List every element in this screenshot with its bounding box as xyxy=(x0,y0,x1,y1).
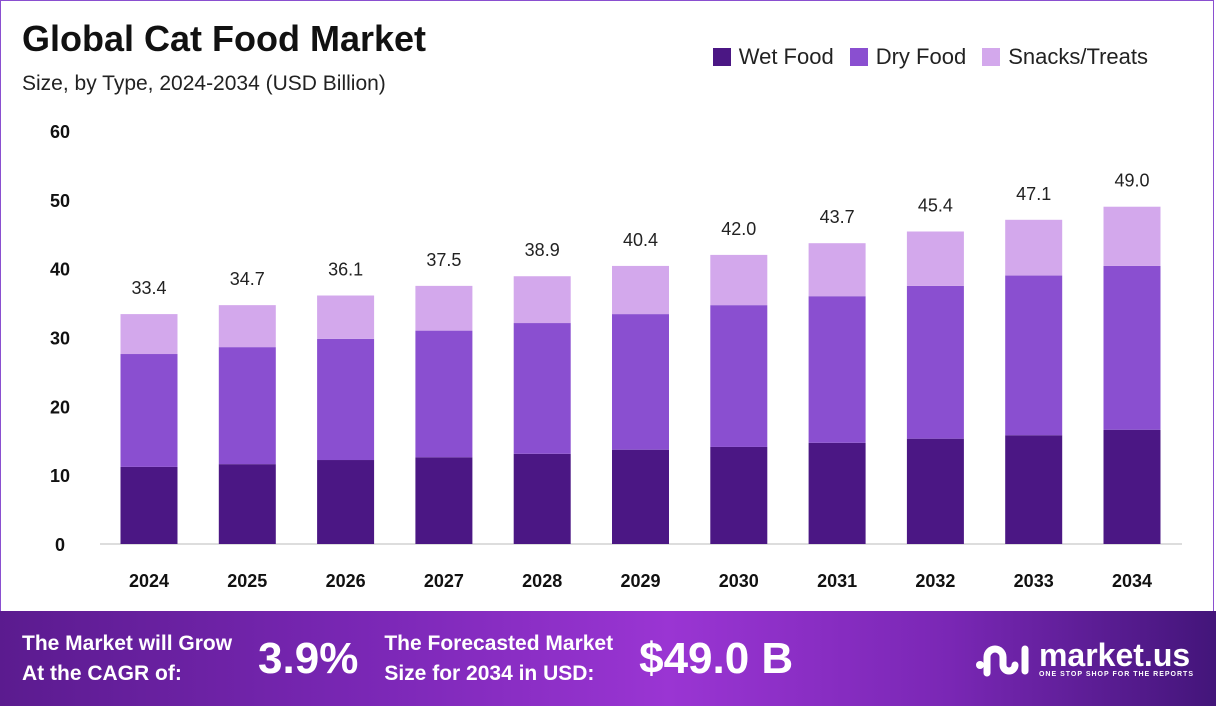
bar-dry-food-2027 xyxy=(415,330,473,458)
y-tick-label: 40 xyxy=(50,260,70,280)
bar-snacks-treats-2031 xyxy=(808,243,866,297)
footer-banner: The Market will Grow At the CAGR of: 3.9%… xyxy=(0,611,1216,706)
legend-label: Snacks/Treats xyxy=(1008,44,1148,69)
bar-wet-food-2033 xyxy=(1005,435,1063,544)
total-label: 47.1 xyxy=(1016,184,1051,204)
total-label: 33.4 xyxy=(131,278,166,298)
cagr-value: 3.9% xyxy=(258,633,359,683)
bar-dry-food-2031 xyxy=(808,296,866,443)
y-tick-label: 60 xyxy=(50,122,70,142)
total-label: 49.0 xyxy=(1114,171,1149,191)
bar-wet-food-2034 xyxy=(1103,429,1161,544)
x-tick-label: 2034 xyxy=(1112,571,1152,591)
x-tick-label: 2033 xyxy=(1014,571,1054,591)
logo-icon xyxy=(975,645,1029,676)
forecast-value: $49.0 B xyxy=(639,633,794,683)
legend-swatch xyxy=(712,48,731,66)
market-us-logo: market.us ONE STOP SHOP FOR THE REPORTS xyxy=(975,639,1194,679)
x-tick-label: 2031 xyxy=(817,571,857,591)
forecast-label: The Forecasted Market Size for 2034 in US… xyxy=(384,629,613,689)
bar-snacks-treats-2024 xyxy=(120,314,178,355)
x-tick-label: 2032 xyxy=(915,571,955,591)
bar-dry-food-2028 xyxy=(513,323,571,454)
total-label: 45.4 xyxy=(918,195,953,215)
total-label: 37.5 xyxy=(426,250,461,270)
bar-wet-food-2026 xyxy=(317,460,375,544)
cagr-label: The Market will Grow At the CAGR of: xyxy=(22,629,232,689)
y-tick-label: 0 xyxy=(55,535,65,555)
legend-swatch xyxy=(982,48,1001,66)
bar-dry-food-2026 xyxy=(317,338,375,461)
legend-item-dry-food: Dry Food xyxy=(849,44,967,70)
bar-snacks-treats-2029 xyxy=(612,265,669,315)
total-label: 34.7 xyxy=(230,269,265,289)
bar-dry-food-2033 xyxy=(1005,275,1063,436)
cagr-label-line: At the CAGR of: xyxy=(22,661,182,685)
legend-item-snacks: Snacks/Treats xyxy=(982,44,1148,70)
x-tick-label: 2029 xyxy=(620,571,660,591)
x-tick-label: 2025 xyxy=(227,571,267,591)
forecast-label-line: The Forecasted Market xyxy=(384,631,614,655)
bar-snacks-treats-2028 xyxy=(513,276,571,324)
total-label: 43.7 xyxy=(820,207,855,227)
legend-label: Dry Food xyxy=(875,44,967,69)
bar-dry-food-2034 xyxy=(1103,265,1161,430)
bar-wet-food-2024 xyxy=(120,466,178,544)
x-tick-label: 2027 xyxy=(424,571,464,591)
total-label: 36.1 xyxy=(328,260,363,280)
bar-wet-food-2031 xyxy=(808,442,866,544)
logo-tagline: ONE STOP SHOP FOR THE REPORTS xyxy=(1038,671,1194,678)
bar-snacks-treats-2030 xyxy=(710,254,768,306)
cagr-label-line: The Market will Grow xyxy=(22,631,233,655)
bar-snacks-treats-2032 xyxy=(906,231,964,286)
bar-wet-food-2028 xyxy=(513,453,571,544)
y-tick-label: 20 xyxy=(50,397,70,417)
legend: Wet Food Dry Food Snacks/Treats xyxy=(712,44,1148,70)
bar-wet-food-2032 xyxy=(906,438,964,544)
chart-subtitle: Size, by Type, 2024-2034 (USD Billion) xyxy=(22,72,386,95)
legend-label: Wet Food xyxy=(738,44,834,69)
bar-snacks-treats-2027 xyxy=(415,285,473,331)
bar-snacks-treats-2034 xyxy=(1103,206,1161,266)
legend-item-wet-food: Wet Food xyxy=(712,44,834,70)
total-label: 38.9 xyxy=(525,240,560,260)
bar-dry-food-2025 xyxy=(218,347,276,465)
bar-wet-food-2030 xyxy=(710,446,768,544)
bar-wet-food-2025 xyxy=(218,464,276,544)
legend-swatch xyxy=(849,48,868,66)
x-tick-label: 2024 xyxy=(129,571,169,591)
x-tick-label: 2026 xyxy=(326,571,366,591)
bar-dry-food-2030 xyxy=(710,305,768,447)
y-tick-label: 10 xyxy=(50,466,70,486)
bar-snacks-treats-2026 xyxy=(317,295,375,339)
total-label: 42.0 xyxy=(721,219,756,239)
chart-title: Global Cat Food Market xyxy=(22,18,427,59)
bar-snacks-treats-2033 xyxy=(1005,219,1063,276)
total-label: 40.4 xyxy=(623,230,658,250)
forecast-label-line: Size for 2034 in USD: xyxy=(384,661,595,685)
x-tick-label: 2028 xyxy=(522,571,562,591)
y-tick-label: 50 xyxy=(50,191,70,211)
bar-dry-food-2024 xyxy=(120,354,178,467)
bar-snacks-treats-2025 xyxy=(218,305,276,348)
y-tick-label: 30 xyxy=(50,329,70,349)
bar-chart: 010203040506033.4202434.7202536.1202637.… xyxy=(50,122,1182,591)
bar-dry-food-2032 xyxy=(906,285,964,439)
bar-dry-food-2029 xyxy=(612,314,669,450)
logo-name: market.us xyxy=(1038,637,1191,673)
bar-wet-food-2027 xyxy=(415,457,473,544)
bar-wet-food-2029 xyxy=(612,449,669,544)
x-tick-label: 2030 xyxy=(719,571,759,591)
